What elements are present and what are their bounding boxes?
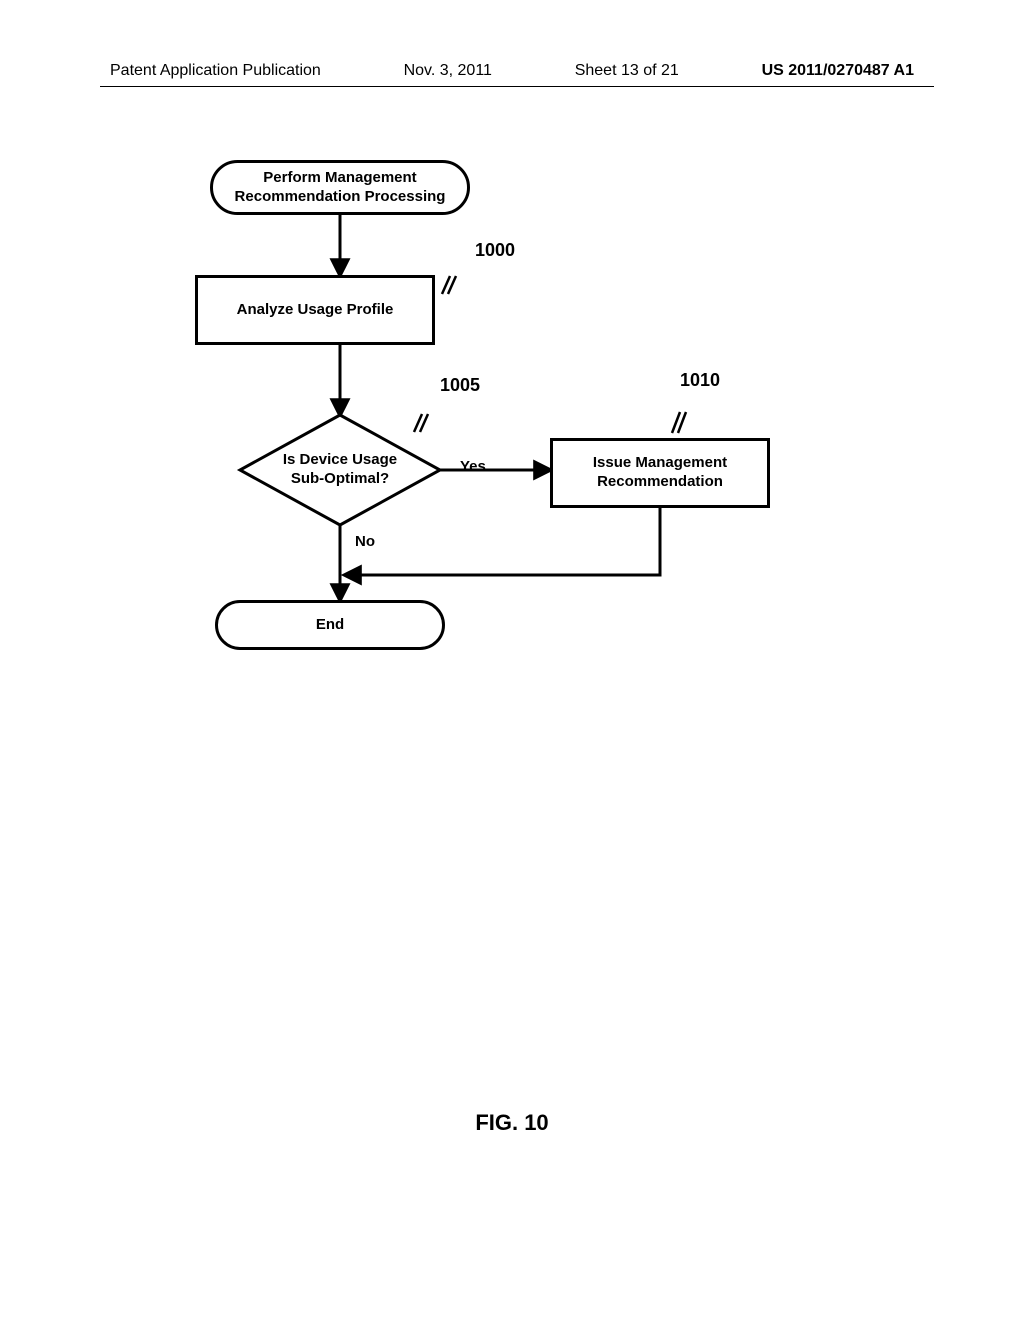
ref-1010: 1010 — [680, 370, 720, 391]
node-issue: Issue ManagementRecommendation — [550, 438, 770, 508]
node-decision: Is Device UsageSub-Optimal? — [240, 415, 440, 525]
tick-1000 — [440, 272, 470, 297]
header-publication: Patent Application Publication — [110, 62, 321, 80]
header-pubno: US 2011/0270487 A1 — [762, 62, 914, 80]
ref-1005: 1005 — [440, 375, 480, 396]
figure-caption: FIG. 10 — [0, 1110, 1024, 1136]
tick-1005 — [412, 410, 442, 435]
ref-1000: 1000 — [475, 240, 515, 261]
flowchart-canvas: Perform ManagementRecommendation Process… — [140, 160, 880, 720]
node-issue-label: Issue ManagementRecommendation — [593, 454, 727, 492]
page-header: Patent Application Publication Nov. 3, 2… — [0, 62, 1024, 80]
node-start: Perform ManagementRecommendation Process… — [210, 160, 470, 215]
node-start-label: Perform ManagementRecommendation Process… — [235, 169, 446, 207]
node-analyze: Analyze Usage Profile — [195, 275, 435, 345]
label-no: No — [355, 533, 375, 550]
tick-1010 — [670, 408, 700, 436]
node-end-label: End — [316, 616, 344, 635]
label-yes: Yes — [460, 458, 486, 475]
header-date: Nov. 3, 2011 — [404, 62, 492, 80]
node-decision-label: Is Device UsageSub-Optimal? — [260, 451, 420, 489]
header-sheet: Sheet 13 of 21 — [575, 62, 679, 80]
header-rule — [100, 86, 934, 87]
node-end: End — [215, 600, 445, 650]
node-analyze-label: Analyze Usage Profile — [237, 301, 394, 320]
